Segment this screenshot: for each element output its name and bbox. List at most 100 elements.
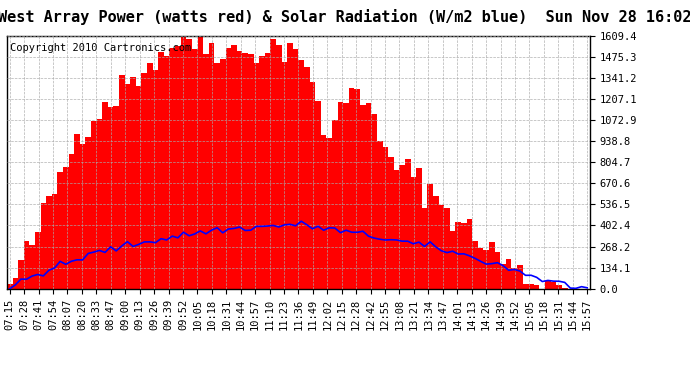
Bar: [394, 170, 400, 289]
Bar: [170, 48, 175, 289]
Bar: [276, 45, 282, 289]
Bar: [130, 77, 136, 289]
Bar: [293, 49, 298, 289]
Bar: [7, 285, 12, 289]
Bar: [534, 285, 540, 289]
Bar: [344, 102, 349, 289]
Bar: [86, 137, 91, 289]
Bar: [382, 147, 388, 289]
Bar: [472, 241, 477, 289]
Bar: [242, 53, 248, 289]
Bar: [181, 36, 186, 289]
Bar: [208, 43, 215, 289]
Bar: [337, 102, 344, 289]
Bar: [265, 53, 270, 289]
Bar: [147, 63, 152, 289]
Bar: [377, 141, 382, 289]
Bar: [411, 177, 416, 289]
Bar: [506, 260, 511, 289]
Bar: [489, 242, 495, 289]
Bar: [215, 63, 220, 289]
Bar: [46, 196, 52, 289]
Bar: [517, 265, 523, 289]
Bar: [226, 48, 231, 289]
Bar: [349, 88, 355, 289]
Bar: [529, 284, 534, 289]
Bar: [197, 36, 203, 289]
Bar: [97, 119, 102, 289]
Bar: [192, 50, 197, 289]
Bar: [203, 54, 208, 289]
Bar: [366, 103, 371, 289]
Bar: [231, 45, 237, 289]
Bar: [287, 43, 293, 289]
Bar: [282, 62, 287, 289]
Bar: [500, 264, 506, 289]
Bar: [562, 288, 568, 289]
Bar: [80, 144, 86, 289]
Bar: [477, 248, 484, 289]
Bar: [484, 250, 489, 289]
Bar: [326, 138, 332, 289]
Bar: [141, 74, 147, 289]
Bar: [152, 69, 158, 289]
Bar: [461, 223, 466, 289]
Bar: [113, 106, 119, 289]
Bar: [332, 120, 337, 289]
Bar: [400, 165, 405, 289]
Bar: [91, 121, 97, 289]
Bar: [321, 135, 326, 289]
Bar: [259, 56, 265, 289]
Bar: [18, 260, 23, 289]
Bar: [158, 52, 164, 289]
Bar: [450, 231, 455, 289]
Bar: [12, 279, 18, 289]
Bar: [310, 82, 315, 289]
Bar: [220, 59, 226, 289]
Bar: [29, 245, 35, 289]
Bar: [304, 67, 310, 289]
Bar: [102, 102, 108, 289]
Bar: [360, 105, 366, 289]
Bar: [248, 54, 254, 289]
Bar: [270, 39, 276, 289]
Bar: [75, 134, 80, 289]
Bar: [523, 284, 529, 289]
Bar: [439, 206, 444, 289]
Bar: [466, 219, 472, 289]
Bar: [125, 84, 130, 289]
Bar: [556, 285, 562, 289]
Bar: [23, 241, 29, 289]
Text: West Array Power (watts red) & Solar Radiation (W/m2 blue)  Sun Nov 28 16:02: West Array Power (watts red) & Solar Rad…: [0, 9, 690, 26]
Bar: [68, 154, 75, 289]
Bar: [416, 168, 422, 289]
Text: Copyright 2010 Cartronics.com: Copyright 2010 Cartronics.com: [10, 43, 191, 53]
Bar: [551, 282, 556, 289]
Bar: [298, 60, 304, 289]
Bar: [444, 208, 450, 289]
Bar: [237, 51, 242, 289]
Bar: [545, 281, 551, 289]
Bar: [495, 252, 500, 289]
Bar: [254, 63, 259, 289]
Bar: [371, 114, 377, 289]
Bar: [136, 86, 141, 289]
Bar: [175, 46, 181, 289]
Bar: [433, 196, 439, 289]
Bar: [186, 39, 192, 289]
Bar: [41, 203, 46, 289]
Bar: [119, 75, 125, 289]
Bar: [35, 232, 41, 289]
Bar: [57, 172, 63, 289]
Bar: [63, 167, 68, 289]
Bar: [164, 56, 170, 289]
Bar: [422, 209, 427, 289]
Bar: [52, 194, 57, 289]
Bar: [388, 156, 394, 289]
Bar: [315, 101, 321, 289]
Bar: [355, 89, 360, 289]
Bar: [108, 107, 113, 289]
Bar: [455, 222, 461, 289]
Bar: [405, 159, 411, 289]
Bar: [511, 268, 517, 289]
